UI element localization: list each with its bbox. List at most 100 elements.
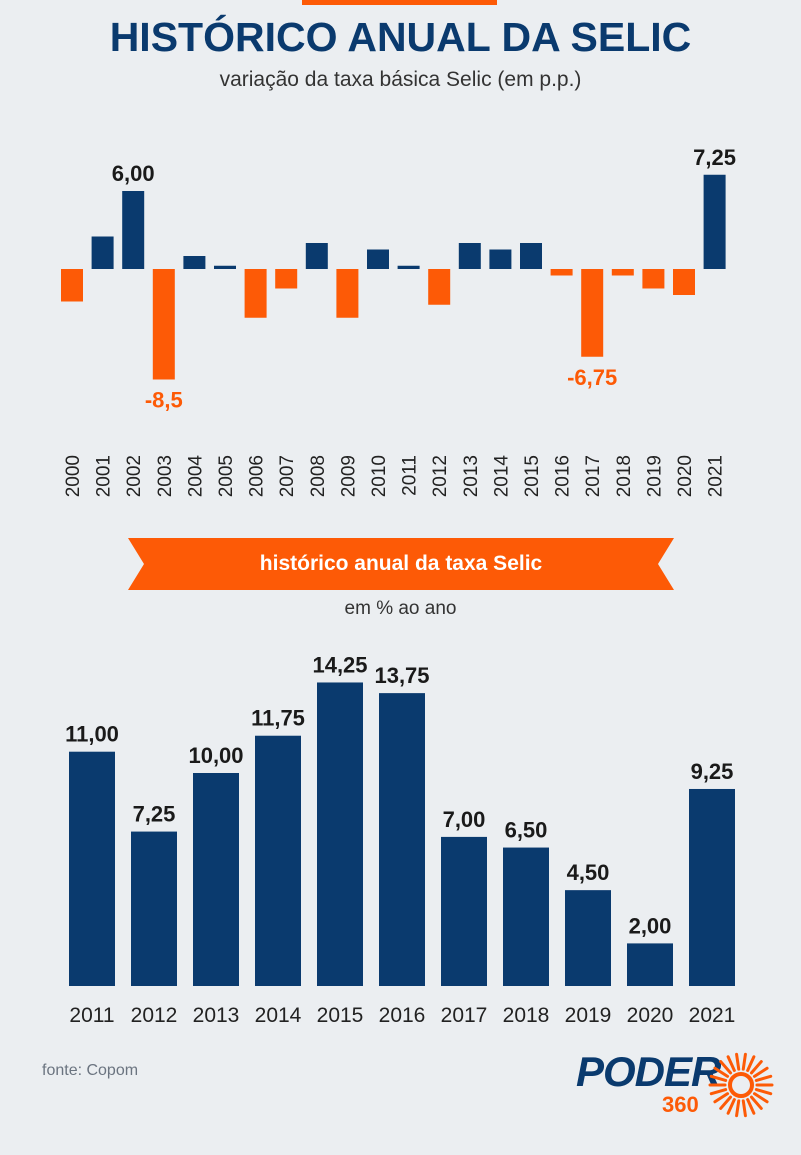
sun-core [728, 1072, 754, 1098]
variation-tick-label: 2007 [277, 455, 298, 497]
page-subtitle: variação da taxa básica Selic (em p.p.) [219, 68, 582, 91]
sun-logo-icon [708, 1052, 774, 1118]
sun-ray [726, 1098, 736, 1115]
variation-tick-label: 2002 [124, 455, 145, 497]
variation-data-label: 7,25 [693, 145, 736, 170]
annual-data-label: 10,00 [188, 743, 243, 768]
annual-tick-label: 2017 [441, 1004, 488, 1027]
variation-tick-label: 2004 [185, 455, 206, 498]
annual-data-label: 9,25 [691, 759, 734, 784]
annual-bar-2014 [255, 735, 301, 986]
sun-ray [752, 1092, 769, 1104]
variation-bar-2013 [458, 243, 481, 269]
variation-bar-2012 [428, 269, 451, 305]
annual-data-label: 6,50 [505, 818, 548, 843]
variation-bar-2010 [367, 249, 389, 269]
annual-tick-label: 2021 [689, 1004, 736, 1027]
variation-bar-2002 [122, 191, 145, 269]
variation-bar-2008 [305, 243, 328, 269]
variation-bar-2018 [611, 269, 634, 276]
annual-tick-label: 2014 [255, 1004, 302, 1027]
variation-bar-2000 [61, 269, 83, 302]
sun-ray [719, 1060, 733, 1075]
variation-bar-2006 [244, 269, 267, 318]
sun-ray [735, 1099, 741, 1118]
variation-tick-label: 2013 [461, 455, 482, 497]
variation-bar-2015 [520, 243, 542, 269]
annual-bar-2011 [69, 751, 115, 986]
annual-data-label: 14,25 [312, 652, 367, 677]
selic-annual-chart: 11,00 2011 7,25 2012 10,00 2013 11,75 2014 14,25… [65, 652, 736, 1027]
brand-logo-sub: 360 [662, 1092, 699, 1117]
sun-ray [741, 1052, 747, 1071]
variation-tick-label: 2016 [553, 455, 574, 497]
variation-bar-2004 [183, 256, 206, 269]
annual-bar-2015 [317, 682, 363, 986]
sun-ray [746, 1098, 756, 1115]
annual-data-label: 13,75 [374, 663, 429, 688]
variation-tick-label: 2009 [338, 455, 359, 497]
annual-data-label: 7,25 [133, 802, 176, 827]
sun-ray [746, 1055, 756, 1072]
annual-tick-label: 2012 [131, 1004, 178, 1027]
variation-tick-label: 2021 [706, 455, 727, 497]
sun-ray [709, 1088, 728, 1096]
annual-data-label: 7,00 [443, 807, 486, 832]
annual-tick-label: 2019 [565, 1004, 612, 1027]
variation-tick-label: 2010 [369, 455, 390, 497]
section-banner-label: histórico anual da taxa Selic [259, 552, 543, 575]
annual-bar-2013 [193, 773, 239, 986]
variation-tick-label: 2011 [400, 455, 421, 496]
annual-bar-2018 [503, 847, 549, 986]
variation-tick-label: 2014 [491, 455, 512, 498]
sun-ray [741, 1099, 747, 1118]
sun-ray [754, 1088, 773, 1096]
annual-bar-2021 [689, 788, 735, 986]
variation-tick-label: 2005 [216, 455, 237, 497]
annual-bar-2012 [131, 831, 177, 986]
sun-ray [719, 1095, 733, 1110]
variation-data-label: 6,00 [112, 161, 155, 186]
variation-bar-2009 [336, 269, 359, 318]
sun-ray [713, 1066, 730, 1078]
unit-label: em % ao ano [344, 598, 457, 619]
annual-bar-2020 [627, 943, 673, 986]
variation-bar-2001 [91, 236, 114, 269]
variation-tick-label: 2003 [155, 455, 176, 497]
variation-tick-label: 2018 [614, 455, 635, 497]
annual-tick-label: 2018 [503, 1004, 550, 1027]
sun-ray [749, 1095, 763, 1110]
annual-tick-label: 2015 [317, 1004, 364, 1027]
annual-tick-label: 2020 [627, 1004, 674, 1027]
variation-tick-label: 2000 [63, 455, 84, 497]
annual-tick-label: 2016 [379, 1004, 426, 1027]
variation-tick-label: 2017 [583, 455, 604, 497]
variation-bar-2014 [489, 249, 512, 269]
variation-bar-2005 [214, 265, 236, 269]
variation-tick-label: 2019 [644, 455, 665, 497]
source-note: fonte: Copom [42, 1062, 139, 1079]
sun-ray [735, 1052, 741, 1071]
annual-data-label: 2,00 [629, 913, 672, 938]
variation-tick-label: 2015 [522, 455, 543, 497]
variation-bar-2020 [673, 269, 695, 295]
page-title: HISTÓRICO ANUAL DA SELIC [109, 14, 692, 60]
variation-bar-2021 [703, 174, 726, 269]
variation-bar-2017 [581, 269, 604, 357]
sun-ray [749, 1060, 763, 1075]
annual-bar-2016 [379, 693, 425, 986]
variation-bar-2007 [275, 269, 298, 289]
annual-tick-label: 2013 [193, 1004, 240, 1027]
variation-tick-label: 2006 [247, 455, 268, 497]
sun-ray [754, 1074, 773, 1082]
variation-tick-label: 2020 [675, 455, 696, 497]
variation-data-label: -8,5 [145, 388, 183, 413]
variation-tick-label: 2001 [94, 455, 115, 497]
annual-bar-2019 [565, 890, 611, 986]
variation-tick-label: 2008 [308, 455, 329, 497]
sun-ray [709, 1074, 728, 1082]
annual-data-label: 4,50 [567, 860, 610, 885]
sun-ray [726, 1055, 736, 1072]
sun-ray [713, 1092, 730, 1104]
annual-bar-2017 [441, 836, 487, 986]
